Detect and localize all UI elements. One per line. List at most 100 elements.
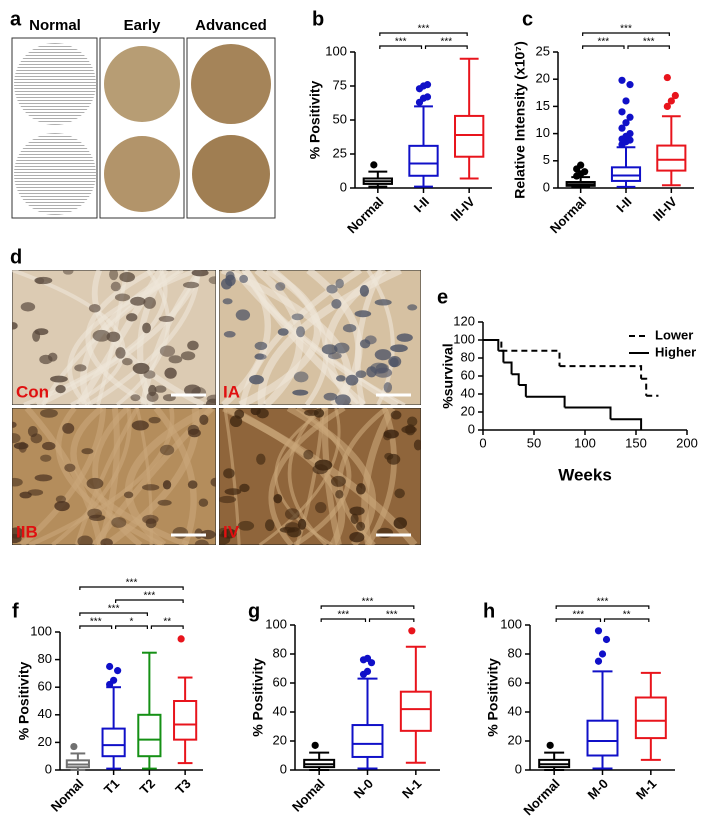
nucleus — [237, 520, 255, 531]
nucleus — [114, 293, 131, 302]
nucleus — [126, 313, 138, 322]
nucleus — [180, 351, 196, 361]
nucleus — [292, 389, 309, 396]
nucleus — [39, 354, 53, 365]
nucleus — [172, 526, 189, 539]
x-tick-label: Normal — [547, 194, 589, 236]
nucleus — [393, 517, 408, 529]
nucleus — [100, 538, 113, 545]
nucleus — [386, 453, 401, 465]
nucleus — [284, 508, 300, 520]
nucleus — [250, 408, 261, 416]
nucleus — [64, 463, 76, 472]
nucleus — [187, 480, 198, 489]
nucleus — [407, 304, 418, 311]
nucleus — [407, 416, 418, 427]
nucleus — [12, 533, 22, 544]
significance-bracket — [582, 32, 670, 36]
fiber — [241, 270, 366, 405]
outlier — [177, 635, 185, 643]
significance-bracket — [320, 618, 367, 622]
y-tick-label: 80 — [461, 349, 475, 364]
outlier — [663, 102, 671, 110]
nucleus — [326, 284, 338, 294]
x-tick-label: 150 — [625, 435, 647, 450]
outlier — [618, 108, 626, 116]
nucleus — [224, 488, 242, 495]
nucleus — [396, 333, 413, 342]
nucleus — [191, 270, 209, 277]
y-tick-label: 100 — [453, 331, 475, 346]
column-header: Advanced — [195, 17, 267, 34]
fiber — [115, 270, 170, 405]
nucleus — [277, 328, 289, 336]
nucleus — [239, 274, 249, 284]
panel-label: f — [12, 600, 19, 622]
nucleus — [12, 421, 17, 428]
nucleus — [312, 464, 328, 475]
micrograph — [12, 270, 216, 405]
x-tick-label: M-1 — [633, 776, 659, 802]
outlier — [408, 627, 416, 635]
fiber — [287, 408, 328, 545]
nucleus — [222, 298, 233, 305]
nucleus — [374, 367, 393, 378]
nucleus — [330, 475, 346, 487]
nucleus — [106, 331, 121, 342]
nucleus — [335, 394, 351, 405]
outlier — [594, 627, 603, 635]
nucleus — [77, 535, 93, 545]
y-tick-label: 0 — [543, 179, 550, 194]
nucleus — [321, 344, 338, 355]
nucleus — [383, 382, 393, 393]
nucleus — [336, 375, 346, 382]
y-axis-label: Relative Intensity (x10⁷) — [512, 41, 528, 199]
significance-bracket — [582, 45, 625, 49]
y-tick-label: 80 — [273, 645, 287, 660]
y-tick-label: 40 — [38, 706, 52, 721]
nucleus — [303, 449, 314, 460]
nucleus — [182, 281, 200, 289]
panel-label: b — [312, 8, 324, 30]
nucleus — [390, 344, 408, 353]
nucleus — [323, 392, 338, 401]
nucleus — [109, 270, 119, 281]
outlier — [114, 667, 122, 675]
x-axis-label: Weeks — [558, 465, 612, 484]
box — [408, 144, 439, 177]
nucleus — [293, 371, 309, 383]
significance-label: *** — [418, 24, 430, 35]
nucleus — [223, 468, 235, 479]
y-tick-label: 60 — [461, 367, 475, 382]
nucleus — [296, 326, 306, 338]
outlier — [626, 81, 634, 89]
significance-label: *** — [362, 597, 374, 608]
significance-label: *** — [126, 578, 138, 589]
nucleus — [123, 491, 134, 499]
x-tick-label: T1 — [101, 776, 122, 797]
y-tick-label: 0 — [468, 421, 475, 436]
outlier — [577, 161, 585, 169]
nucleus — [131, 420, 149, 431]
y-tick-label: 60 — [273, 674, 287, 689]
nucleus — [130, 394, 141, 402]
nucleus — [208, 276, 216, 285]
micrograph — [219, 408, 421, 545]
x-tick-label: III-IV — [448, 194, 478, 224]
y-tick-label: 20 — [38, 734, 52, 749]
y-axis-label: % Positivity — [307, 81, 323, 160]
y-tick-label: 20 — [461, 403, 475, 418]
nucleus — [219, 495, 237, 504]
nucleus — [389, 357, 399, 368]
nucleus — [249, 374, 264, 385]
significance-label: *** — [144, 591, 156, 602]
nucleus — [50, 375, 68, 383]
outlier — [423, 81, 432, 89]
nucleus — [19, 491, 32, 499]
y-tick-label: 100 — [325, 43, 347, 58]
fiber — [74, 408, 140, 545]
significance-label: *** — [597, 597, 609, 608]
nucleus — [121, 358, 133, 366]
y-tick-label: 15 — [536, 98, 550, 113]
box — [454, 114, 485, 158]
